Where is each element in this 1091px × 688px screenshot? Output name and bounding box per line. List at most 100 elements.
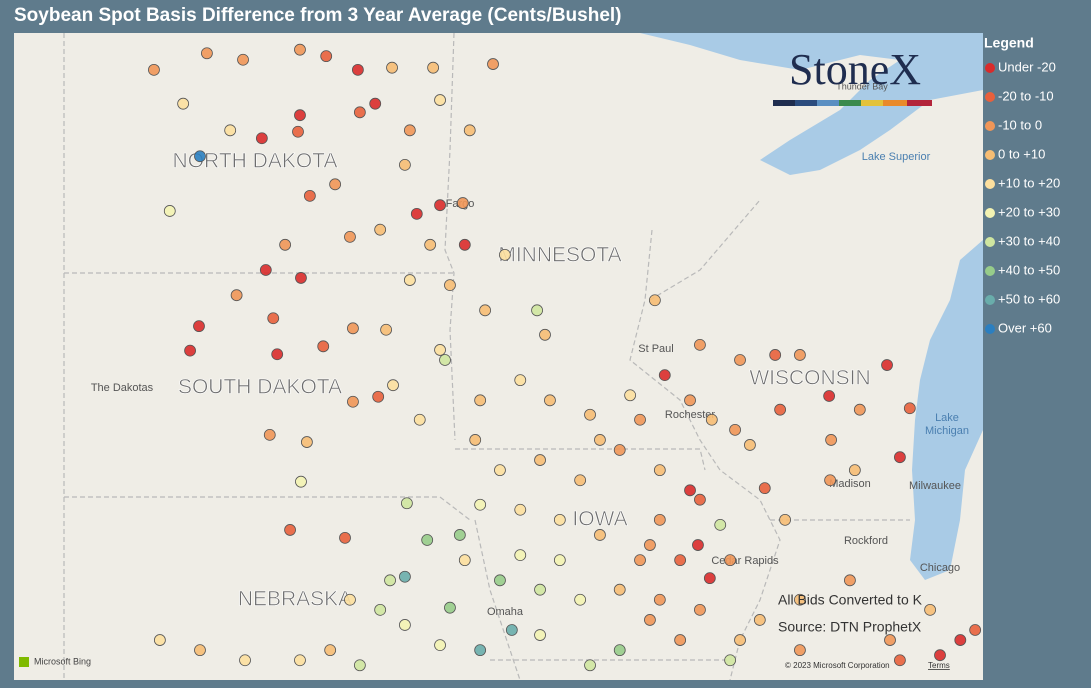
basis-point [317, 340, 330, 353]
basis-point [463, 124, 476, 137]
basis-point [894, 654, 906, 667]
basis-point [386, 61, 398, 74]
legend-label: 0 to +10 [998, 146, 1045, 161]
basis-point [224, 124, 237, 137]
basis-point [474, 644, 487, 657]
basis-point [453, 529, 466, 541]
basis-point [884, 634, 896, 646]
basis-point [329, 178, 342, 191]
basis-point [498, 248, 511, 261]
points [148, 43, 982, 672]
basis-point [584, 659, 596, 672]
basis-point [239, 654, 251, 667]
legend-swatch [985, 324, 995, 334]
basis-point [320, 50, 333, 63]
basis-point [353, 659, 366, 672]
basis-point [255, 132, 268, 145]
basis-point [539, 328, 551, 341]
lake-superior [640, 33, 983, 175]
legend-label: +10 to +20 [998, 175, 1060, 190]
legend-swatch [985, 63, 995, 73]
legend-swatch [985, 237, 995, 247]
basis-point [153, 634, 166, 646]
basis-point [444, 279, 456, 292]
legend-swatch [985, 121, 995, 131]
basis-point [294, 654, 306, 667]
basis-point [230, 289, 243, 302]
basis-point [674, 554, 687, 567]
basis-point [344, 593, 356, 606]
basis-point [201, 47, 213, 60]
basis-point [347, 322, 359, 335]
basis-point [372, 390, 385, 403]
basis-point [594, 434, 606, 446]
basis-point [594, 529, 606, 541]
basis-point [724, 554, 737, 567]
basis-point [271, 348, 284, 361]
basis-point [924, 603, 937, 616]
basis-point [794, 644, 806, 657]
city-label: Madison [829, 478, 871, 490]
basis-point [434, 344, 446, 356]
basis-point [193, 320, 205, 333]
basis-point [734, 634, 746, 646]
basis-point [294, 109, 306, 122]
basis-point [369, 97, 382, 110]
state-label: NORTH DAKOTA [173, 150, 338, 173]
state-label: NEBRASKA [238, 588, 352, 611]
legend-label: +50 to +60 [998, 291, 1060, 306]
legend-label: Over +60 [998, 320, 1052, 335]
city-label: Cedar Rapids [711, 555, 779, 567]
basis-point [823, 390, 836, 402]
basis-point [347, 395, 359, 408]
basis-point [434, 199, 446, 212]
basis-point [384, 574, 396, 587]
city-label: Milwaukee [909, 480, 961, 492]
basis-point [399, 619, 411, 631]
basis-point [774, 403, 787, 416]
terms[interactable]: Terms [928, 661, 950, 670]
basis-point [624, 389, 637, 402]
place-label: Lake Superior [862, 151, 931, 163]
basis-point [374, 223, 387, 236]
basis-point [692, 539, 704, 551]
map-labels: NORTH DAKOTA SOUTH DAKOTA MINNESOTA WISCONS… [91, 81, 969, 618]
basis-point [653, 464, 666, 477]
basis-point [514, 503, 527, 516]
bing-attribution: Microsoft Bing [34, 656, 91, 666]
basis-point [634, 413, 646, 426]
note: Source: DTN ProphetX [778, 619, 922, 635]
basis-point [424, 238, 437, 251]
basis-point [531, 304, 543, 317]
basis-point [400, 497, 413, 510]
basis-point [505, 624, 518, 636]
basis-point [729, 423, 741, 436]
basis-point [444, 601, 456, 614]
basis-point [458, 554, 471, 567]
basis-point [758, 482, 771, 495]
basis-point [634, 554, 646, 567]
basis-point [294, 43, 306, 56]
basis-point [469, 434, 482, 446]
basis-point [184, 344, 196, 357]
basis-point [303, 189, 316, 202]
logo: StoneX [789, 45, 921, 94]
basis-point [353, 106, 366, 119]
basis-point [553, 554, 566, 567]
place-label: The Dakotas [91, 382, 154, 394]
basis-point [351, 63, 364, 76]
legend-swatch [985, 295, 995, 305]
basis-point [434, 639, 446, 652]
legend-swatch [985, 92, 995, 102]
basis-point [705, 413, 718, 426]
city-label: Rochester [665, 409, 715, 421]
basis-point [703, 572, 716, 585]
basis-point [456, 197, 469, 209]
basis-point [534, 583, 546, 596]
note: All Bids Converted to K [778, 592, 923, 608]
basis-point [479, 304, 492, 317]
state-label: WISCONSIN [749, 367, 870, 390]
basis-point [694, 493, 706, 506]
basis-point [648, 294, 661, 307]
